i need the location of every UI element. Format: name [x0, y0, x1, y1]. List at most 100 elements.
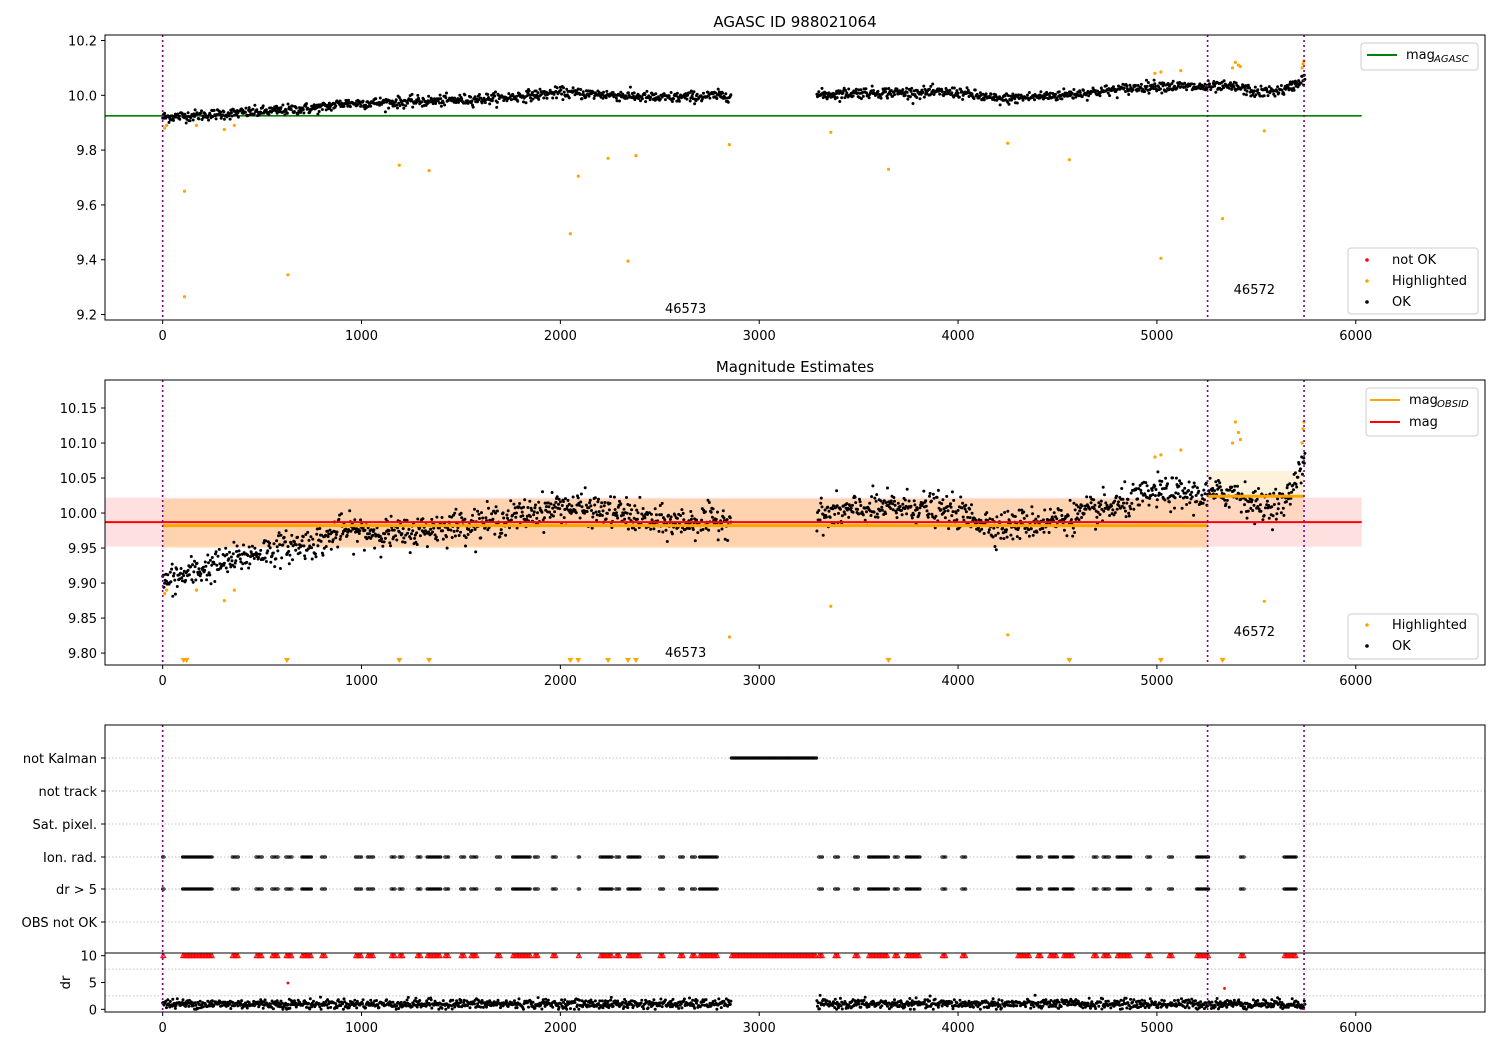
- top-ytick-label: 10.2: [68, 34, 97, 49]
- ok-point: [600, 514, 604, 517]
- ok-point: [1252, 89, 1256, 93]
- dr-over-limit-marker: [209, 952, 216, 959]
- ok-point: [1255, 497, 1259, 501]
- ok-point: [201, 115, 205, 119]
- ok-point: [1239, 510, 1243, 514]
- ok-point: [912, 499, 916, 503]
- ok-point: [275, 545, 279, 549]
- ok-point: [987, 528, 991, 532]
- ok-point: [436, 538, 440, 542]
- ok-point: [394, 98, 398, 102]
- ok-point: [462, 534, 466, 538]
- ok-point: [1134, 487, 1138, 491]
- ok-point: [562, 86, 565, 90]
- highlighted-point: [427, 169, 431, 173]
- ok-point: [1153, 484, 1157, 488]
- ok-point: [1262, 94, 1266, 98]
- ok-point: [623, 517, 627, 521]
- ok-point: [459, 511, 463, 515]
- ok-point: [275, 111, 279, 115]
- ok-point: [337, 517, 341, 521]
- ok-point: [664, 528, 668, 532]
- ok-point: [1245, 89, 1249, 93]
- ok-point: [439, 97, 443, 101]
- top-plot-area: [105, 35, 1362, 320]
- ok-point: [911, 102, 915, 105]
- ok-point: [446, 528, 450, 532]
- highlighted-point: [232, 588, 236, 592]
- flag-marker: [554, 855, 558, 859]
- flag-marker: [536, 887, 540, 891]
- ok-point: [425, 545, 429, 549]
- flag-marker: [1169, 855, 1173, 859]
- ok-point: [934, 514, 938, 518]
- ok-point: [186, 568, 190, 572]
- ok-point: [1299, 467, 1302, 471]
- ok-point: [1244, 498, 1248, 502]
- middle-plot-area: [105, 380, 1362, 665]
- flag-category-label: OBS not OK: [22, 916, 98, 931]
- below-range-marker: [396, 658, 403, 663]
- ok-point: [184, 121, 188, 125]
- dr-point: [212, 1003, 216, 1007]
- ok-point: [1286, 497, 1290, 501]
- ok-point: [1279, 511, 1283, 515]
- ok-point: [926, 515, 930, 519]
- ok-point: [901, 88, 905, 92]
- dr-over-limit-marker: [322, 952, 328, 959]
- dr-over-limit-marker: [895, 952, 901, 959]
- ok-point: [345, 533, 349, 537]
- ok-point: [579, 500, 583, 504]
- ok-point: [1034, 517, 1038, 521]
- flag-marker: [1241, 887, 1245, 891]
- ok-point: [995, 515, 999, 519]
- ok-point: [691, 528, 695, 531]
- ok-point: [257, 113, 261, 117]
- ok-point: [1211, 486, 1215, 490]
- ok-point: [329, 108, 333, 112]
- flag-marker: [210, 887, 214, 891]
- ok-point: [648, 98, 652, 102]
- highlighted-point: [1236, 430, 1240, 435]
- top-xtick-label: 4000: [942, 329, 975, 344]
- middle-xtick-label: 4000: [942, 674, 975, 689]
- ok-point: [1066, 94, 1070, 98]
- ok-point: [726, 100, 730, 104]
- flag-marker: [461, 887, 465, 891]
- ok-point: [657, 529, 661, 533]
- ok-point: [611, 91, 615, 94]
- ok-point: [166, 114, 170, 118]
- ok-point: [193, 108, 197, 112]
- ok-point: [952, 498, 956, 502]
- ok-point: [1124, 509, 1127, 513]
- ok-point: [228, 117, 232, 121]
- highlighted-point: [1262, 129, 1266, 133]
- ok-point: [590, 526, 594, 530]
- ok-point: [402, 106, 406, 110]
- legend-mag-agasc-subscript: AGASC: [1433, 54, 1469, 65]
- ok-point: [453, 534, 457, 538]
- ok-point: [643, 516, 647, 520]
- flag-marker: [1055, 887, 1060, 891]
- ok-point: [236, 115, 240, 119]
- ok-point: [1163, 498, 1167, 502]
- ok-point: [1041, 518, 1045, 522]
- ok-point: [281, 543, 285, 547]
- ok-point: [262, 541, 266, 545]
- ok-point: [1131, 88, 1135, 92]
- ok-point: [518, 502, 522, 505]
- ok-point: [588, 498, 592, 502]
- flag-marker: [693, 887, 697, 891]
- flag-marker: [1055, 855, 1060, 859]
- ok-point: [321, 553, 325, 557]
- flag-marker: [553, 887, 557, 891]
- ok-point: [1257, 487, 1260, 490]
- ok-point: [1145, 84, 1149, 88]
- ok-point: [940, 90, 944, 93]
- middle-xtick-label: 0: [159, 674, 167, 689]
- ok-point: [205, 578, 209, 582]
- ok-point: [173, 578, 177, 582]
- ok-point: [833, 512, 837, 516]
- top-xtick-label: 3000: [743, 329, 776, 344]
- ok-point: [645, 89, 649, 93]
